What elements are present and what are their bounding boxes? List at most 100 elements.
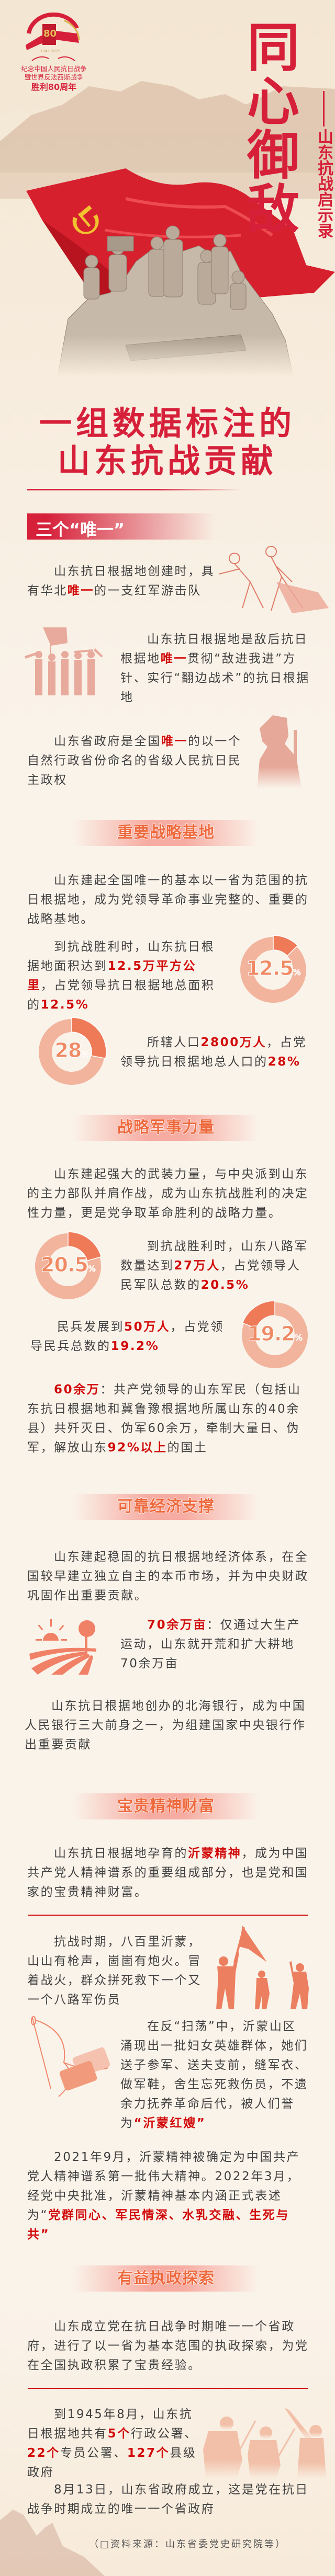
donut-label-population: 28% bbox=[35, 1039, 108, 1062]
paragraph-beihai-bank: 山东抗日根据地创办的北海银行，成为中国人民银行三大前身之一，为组建国家中央银行作… bbox=[25, 1697, 307, 1755]
paragraph-spirit-confirmed: 2021年9月，沂蒙精神被确定为中国共产党人精神谱系第一批伟大精神。2022年3… bbox=[27, 2148, 310, 2245]
donut-chart-militia bbox=[242, 1300, 308, 1368]
donut-value: 28 bbox=[54, 1039, 82, 1062]
highlight-text: 50万人 bbox=[124, 1320, 171, 1334]
text-segment: 到1945年8月，山东抗日根据地共有 bbox=[27, 2408, 193, 2441]
paragraph-army: 到抗战胜利时，山东八路军数量达到27万人，占党领导人民军队总数的20.5% bbox=[120, 1237, 310, 1295]
donut-remainder-slice bbox=[240, 937, 306, 1003]
donut-value: 20.5 bbox=[41, 1253, 89, 1277]
paragraph-base-intro: 山东建起全国唯一的基本以一省为范围的抗日根据地，成为党领导革命事业完整的、重要的… bbox=[27, 871, 310, 929]
text-segment: 的以一个自然行政省份命名的省级人民抗日民主政权 bbox=[27, 735, 242, 787]
logo-caption: 纪念中国人民抗日战争 暨世界反法西斯战争 胜利80周年 bbox=[15, 65, 93, 93]
highlight-text: 28% bbox=[267, 1055, 301, 1069]
donut-chart-area bbox=[240, 935, 306, 1003]
paragraph-governance-intro: 山东成立党在抗日战争时期唯一一个省政府，进行了以一省为基本范围的执政探索，为党在… bbox=[27, 2317, 310, 2375]
text-segment: ，占党领导民兵总数的 bbox=[30, 1320, 224, 1353]
text-segment: 到抗战胜利时，山东八路军数量达到 bbox=[120, 1240, 308, 1273]
main-title-line2: 山东抗战贡献 bbox=[57, 442, 277, 480]
flag-crowd-silhouette bbox=[25, 627, 103, 695]
paragraph-economy-intro: 山东建起稳固的抗日根据地经济体系，在全国较早建立独立自主的本币市场，并为中央财政… bbox=[27, 1548, 310, 1606]
highlight-text: 19.2% bbox=[110, 1339, 160, 1353]
paragraph-population: 所辖人口2800万人，占党领导抗日根据地总人口的28% bbox=[120, 1033, 310, 1072]
donut-chart-population bbox=[39, 1017, 107, 1085]
donut-value: 12.5 bbox=[246, 957, 294, 980]
text-segment: 山东建起强大的武装力量，与中央派到山东的主力部队并肩作战，成为山东抗战胜利的决定… bbox=[27, 1167, 309, 1220]
highlight-text: 唯一 bbox=[160, 652, 188, 666]
section-header-spirit: 宝贵精神财富 bbox=[73, 1793, 259, 1819]
text-segment: 8月13日，山东省政府成立，这是党在抗日战争时期成立的唯一一个省政府 bbox=[27, 2483, 309, 2516]
highlight-text: 沂蒙精神 bbox=[188, 1847, 242, 1860]
section-divider bbox=[28, 1915, 308, 1916]
section-header-three-unique: 三个“唯一” bbox=[27, 513, 216, 540]
text-segment: 2021年9月，沂蒙精神被确定为中国共产党人精神谱系第一批伟大精神。2022年3… bbox=[27, 2150, 300, 2222]
donut-value-slice bbox=[242, 1300, 275, 1329]
text-segment: ：共产党领导的山东军民（包括山东抗日根据地和冀鲁豫根据地所属山东的40余县）共歼… bbox=[27, 1383, 302, 1455]
text-segment: ，占党领导人民军队总数的 bbox=[120, 1259, 301, 1292]
highlight-text: 5个 bbox=[107, 2427, 131, 2441]
text-segment: ：仅通过大生产运动，山东就开荒和扩大耕地70余万亩 bbox=[120, 1618, 301, 1670]
soldiers-charging-illustration bbox=[218, 546, 329, 613]
text-segment: ，占党领导抗日根据地总面积的 bbox=[27, 979, 215, 1012]
text-segment: 民兵发展到 bbox=[57, 1320, 124, 1334]
highlight-text: 70余万亩 bbox=[147, 1618, 207, 1632]
text-segment: 山东抗日根据地孕育的 bbox=[54, 1847, 188, 1860]
source-citation: （□资料来源：山东省委党史研究院等） bbox=[89, 2539, 287, 2550]
section-header-military: 战略军事力量 bbox=[73, 1115, 259, 1141]
text-segment: 专员公署、 bbox=[60, 2446, 127, 2460]
paragraph-enemy-advance: 山东抗日根据地是敌后抗日根据地唯一贯彻“敌进我进”方针、实行“翻边战术”的抗日根… bbox=[120, 630, 310, 707]
section-header-governance: 有益执政探索 bbox=[73, 2265, 259, 2292]
donut-unit: % bbox=[293, 967, 301, 978]
highlight-text: 22个 bbox=[27, 2446, 60, 2460]
text-segment: 县级政府 bbox=[27, 2446, 197, 2479]
paragraph-provincial-gov: 山东省政府是全国唯一的以一个自然行政省份命名的省级人民抗日民主政权 bbox=[27, 732, 243, 790]
text-segment: 山东省政府是全国 bbox=[54, 735, 161, 748]
donut-unit: % bbox=[81, 1049, 90, 1060]
donut-label-area: 12.5% bbox=[237, 957, 310, 980]
paragraph-enemy-annihilated: 60余万：共产党领导的山东军民（包括山东抗日根据地和冀鲁豫根据地所属山东的40余… bbox=[27, 1380, 310, 1458]
section-title: 重要战略基地 bbox=[117, 823, 215, 842]
section-title: 可靠经济支撑 bbox=[117, 1497, 215, 1516]
text-segment: 到抗战胜利时，山东抗日根据地面积达到 bbox=[27, 940, 215, 973]
paragraph-red-army: 山东抗日根据地创建时，具有华北唯一的一支红军游击队 bbox=[27, 562, 216, 601]
hero-title: 同 心 御 敌 bbox=[242, 21, 305, 236]
highlight-text: 12.5% bbox=[40, 998, 90, 1012]
paragraph-yimeng-spirit: 山东抗日根据地孕育的沂蒙精神，成为中国共产党人精神谱系的重要组成部分，也是党和国… bbox=[27, 1844, 310, 1902]
highlight-text: “沂蒙红嫂” bbox=[133, 2116, 206, 2130]
donut-value-slice bbox=[273, 935, 298, 957]
text-segment: ，占党领导抗日根据地总人口的 bbox=[120, 1036, 307, 1069]
donut-label-army: 20.5% bbox=[31, 1253, 105, 1277]
donut-chart-army bbox=[35, 1231, 102, 1299]
farmland-sun-icon bbox=[29, 1619, 96, 1675]
highlight-text: 党群同心、军民情深、水乳交融、生死与共” bbox=[27, 2208, 289, 2241]
flag-bearers-silhouette bbox=[216, 1926, 309, 2009]
soldiers-bayonet-silhouette bbox=[203, 2408, 326, 2478]
paragraph-province-founded: 8月13日，山东省政府成立，这是党在抗日战争时期成立的唯一一个省政府 bbox=[27, 2480, 310, 2519]
donut-unit: % bbox=[87, 1264, 96, 1274]
text-segment: 贯彻“敌进我进”方针、实行“翻边战术”的抗日根据地 bbox=[120, 652, 310, 704]
soldier-silhouette bbox=[257, 715, 302, 788]
text-segment: 山东成立党在抗日战争时期唯一一个省政府，进行了以一省为基本范围的执政探索，为党在… bbox=[27, 2320, 309, 2372]
text-segment: 山东建起全国唯一的基本以一省为范围的抗日根据地，成为党领导革命事业完整的、重要的… bbox=[27, 874, 309, 926]
section-title: 宝贵精神财富 bbox=[117, 1797, 215, 1816]
text-segment: 山东抗日根据地创建时，具有华北 bbox=[27, 565, 215, 598]
highlight-text: 2800万人 bbox=[200, 1036, 267, 1049]
donut-remainder-slice bbox=[35, 1233, 101, 1299]
paragraph-farmland: 70余万亩：仅通过大生产运动，山东就开荒和扩大耕地70余万亩 bbox=[120, 1616, 310, 1674]
text-segment: 山东抗日根据地是敌后抗日根据地 bbox=[120, 633, 308, 666]
logo-caption-line: 暨世界反法西斯战争 bbox=[24, 73, 84, 81]
anniversary-logo: 80 1945-2025 bbox=[25, 12, 83, 62]
highlight-text: 27万人 bbox=[174, 1259, 220, 1273]
donut-remainder-slice bbox=[39, 1019, 104, 1085]
section-header-strategic-base: 重要战略基地 bbox=[73, 820, 259, 846]
highlight-text: 127个 bbox=[127, 2446, 170, 2460]
paragraph-red-sisters: 在反“扫荡”中，沂蒙山区涌现出一批妇女英雄群体，她们送子参军、送夫支前，缝军衣、… bbox=[120, 2017, 309, 2133]
donut-unit: % bbox=[294, 1333, 303, 1343]
logo-number: 80 bbox=[43, 28, 57, 39]
paragraph-rescue: 抗战时期，八百里沂蒙，山山有枪声，崮崮有炮火。冒着战火，群众拼死救下一个又一个八… bbox=[27, 1932, 203, 2010]
logo-years: 1945-2025 bbox=[40, 49, 61, 53]
title-divider bbox=[27, 489, 242, 490]
text-segment: 抗战时期，八百里沂蒙，山山有枪声，崮崮有炮火。冒着战火，群众拼死救下一个又一个八… bbox=[27, 1935, 202, 2007]
paragraph-area: 到抗战胜利时，山东抗日根据地面积达到12.5万平方公里，占党领导抗日根据地总面积… bbox=[27, 937, 216, 1015]
logo-caption-line: 纪念中国人民抗日战争 bbox=[21, 65, 87, 73]
